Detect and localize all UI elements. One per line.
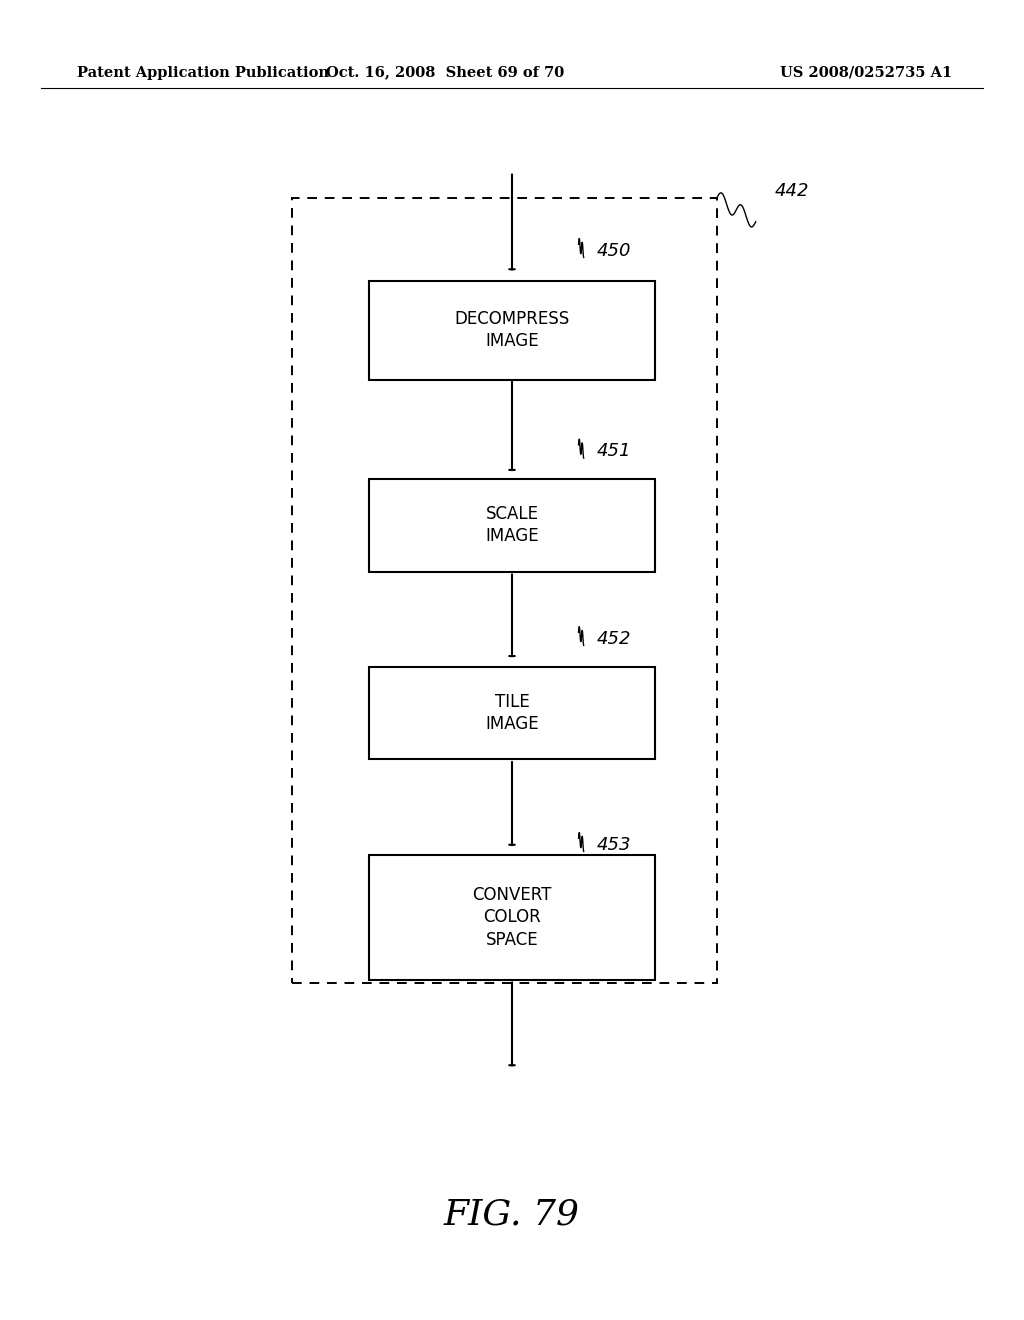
Text: Patent Application Publication: Patent Application Publication (77, 66, 329, 79)
Text: 453: 453 (597, 836, 632, 854)
Text: FIG. 79: FIG. 79 (444, 1197, 580, 1232)
Text: TILE
IMAGE: TILE IMAGE (485, 693, 539, 733)
Text: CONVERT
COLOR
SPACE: CONVERT COLOR SPACE (472, 886, 552, 949)
Text: 452: 452 (597, 630, 632, 648)
Text: US 2008/0252735 A1: US 2008/0252735 A1 (780, 66, 952, 79)
Text: SCALE
IMAGE: SCALE IMAGE (485, 506, 539, 545)
Bar (369, 479, 655, 572)
Text: 451: 451 (597, 442, 632, 461)
Bar (292, 198, 717, 983)
Bar (369, 855, 655, 979)
Text: DECOMPRESS
IMAGE: DECOMPRESS IMAGE (455, 310, 569, 350)
Bar (369, 667, 655, 759)
Bar (369, 281, 655, 380)
Text: Oct. 16, 2008  Sheet 69 of 70: Oct. 16, 2008 Sheet 69 of 70 (327, 66, 564, 79)
Text: 450: 450 (597, 242, 632, 260)
Text: 442: 442 (775, 182, 810, 201)
